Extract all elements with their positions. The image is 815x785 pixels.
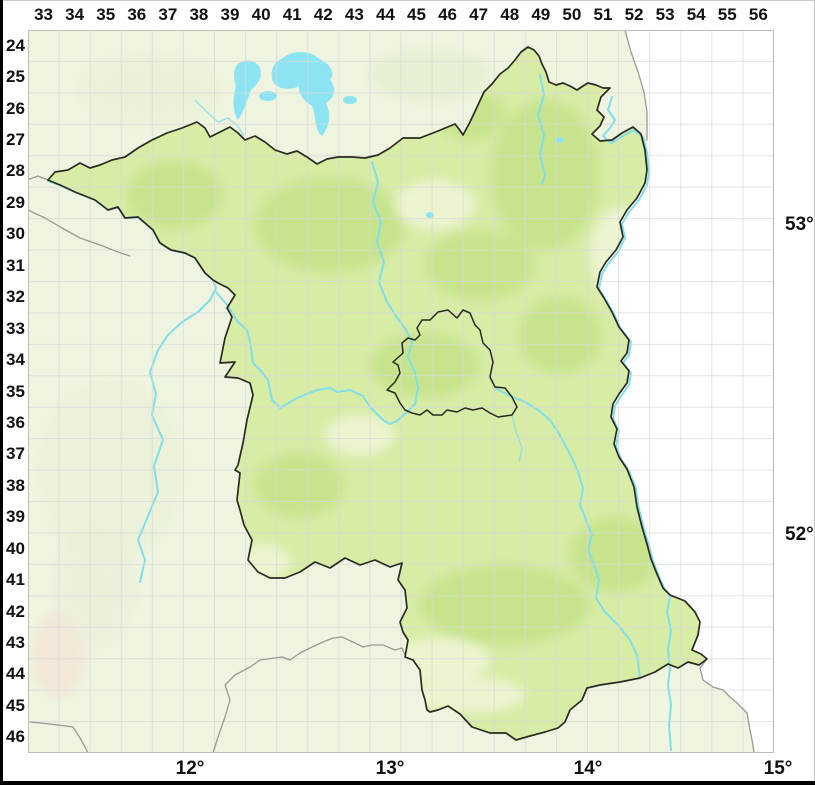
column-label: 38 — [189, 5, 209, 24]
column-label: 43 — [344, 5, 364, 24]
row-label: 32 — [6, 287, 25, 307]
river-elde — [194, 99, 245, 137]
column-label: 50 — [562, 5, 582, 24]
column-label: 37 — [158, 5, 178, 24]
column-label: 53 — [655, 5, 675, 24]
river-dahme — [511, 414, 523, 463]
lake-small-3 — [426, 212, 434, 218]
border-sachsenanhalt-sachsen — [212, 636, 406, 752]
longitude-label: 14° — [573, 758, 603, 779]
longitude-label: 12° — [175, 758, 205, 779]
river-spree — [494, 387, 641, 679]
row-label: 31 — [6, 255, 25, 275]
row-label: 46 — [6, 727, 25, 747]
river-neisse — [666, 595, 672, 751]
frame-left-bar — [0, 0, 3, 785]
row-label: 34 — [6, 350, 25, 370]
column-label: 42 — [313, 5, 333, 24]
border-lowersaxony — [29, 209, 131, 257]
brandenburg-outline — [47, 46, 708, 741]
column-label: 45 — [407, 5, 426, 24]
border-sw-corner — [29, 721, 89, 752]
lake-small-1 — [343, 96, 357, 104]
border-mv-poland — [624, 31, 648, 141]
column-label: 44 — [375, 5, 395, 24]
lake-small-2 — [259, 91, 277, 101]
column-label: 33 — [34, 5, 53, 24]
column-label: 49 — [531, 5, 551, 24]
row-label: 27 — [6, 130, 25, 150]
row-label: 26 — [6, 98, 25, 118]
lake-small-4 — [556, 137, 564, 143]
row-label: 40 — [6, 538, 25, 558]
map-canvas[interactable] — [29, 31, 773, 752]
column-label: 36 — [127, 5, 147, 24]
river-havel-lower — [215, 291, 416, 425]
grid-lines — [29, 31, 773, 752]
latitude-label: 53° — [785, 214, 814, 235]
column-label: 52 — [624, 5, 644, 24]
row-label: 36 — [6, 412, 25, 432]
longitude-label: 15° — [763, 758, 793, 779]
state-borders — [29, 31, 755, 752]
river-havel-upper — [371, 161, 419, 405]
column-label: 40 — [251, 5, 271, 24]
map-frame — [28, 30, 774, 753]
column-header-row: 33 34 35 36 37 38 39 40 41 42 43 44 45 46 47 48 49 50 51 52… — [28, 0, 774, 30]
column-label: 56 — [748, 5, 768, 24]
river-ucker — [537, 74, 546, 185]
row-label: 37 — [6, 444, 25, 464]
column-label: 48 — [500, 5, 520, 24]
row-header-column: 24 25 26 27 28 29 30 31 32 33 34 35 36 37 38 39 40 41 42 43… — [3, 30, 28, 753]
row-label: 45 — [6, 695, 25, 715]
column-label: 46 — [438, 5, 458, 24]
row-label: 30 — [6, 224, 25, 244]
rivers — [47, 74, 673, 751]
row-label: 33 — [6, 318, 25, 338]
column-label: 39 — [220, 5, 240, 24]
row-label: 29 — [6, 192, 25, 212]
frame-bottom-bar — [0, 781, 815, 785]
frame-top-line — [0, 0, 815, 1]
border-mv-west — [29, 175, 49, 181]
berlin-outline[interactable] — [386, 309, 518, 418]
row-label: 35 — [6, 381, 25, 401]
column-label: 34 — [65, 5, 85, 24]
row-label: 44 — [6, 664, 25, 684]
column-label: 51 — [593, 5, 613, 24]
row-label: 25 — [6, 67, 25, 87]
lake-plauer-see — [233, 60, 261, 120]
longitude-label: 13° — [375, 758, 405, 779]
row-label: 42 — [6, 601, 25, 621]
row-label: 38 — [6, 475, 25, 495]
column-label: 55 — [717, 5, 737, 24]
border-saxony-neisse — [699, 658, 755, 752]
row-label: 43 — [6, 633, 25, 653]
row-label: 39 — [6, 507, 25, 527]
column-label: 35 — [96, 5, 116, 24]
poland-area — [597, 31, 773, 752]
column-label: 47 — [469, 5, 489, 24]
row-label: 41 — [6, 570, 25, 590]
lakes — [233, 52, 564, 218]
column-label: 54 — [686, 5, 706, 24]
latitude-label: 52° — [785, 524, 814, 545]
row-label: 24 — [6, 35, 25, 55]
column-label: 41 — [282, 5, 302, 24]
river-oder — [598, 96, 673, 598]
lake-mueritz — [271, 52, 335, 136]
row-label: 28 — [6, 161, 25, 181]
